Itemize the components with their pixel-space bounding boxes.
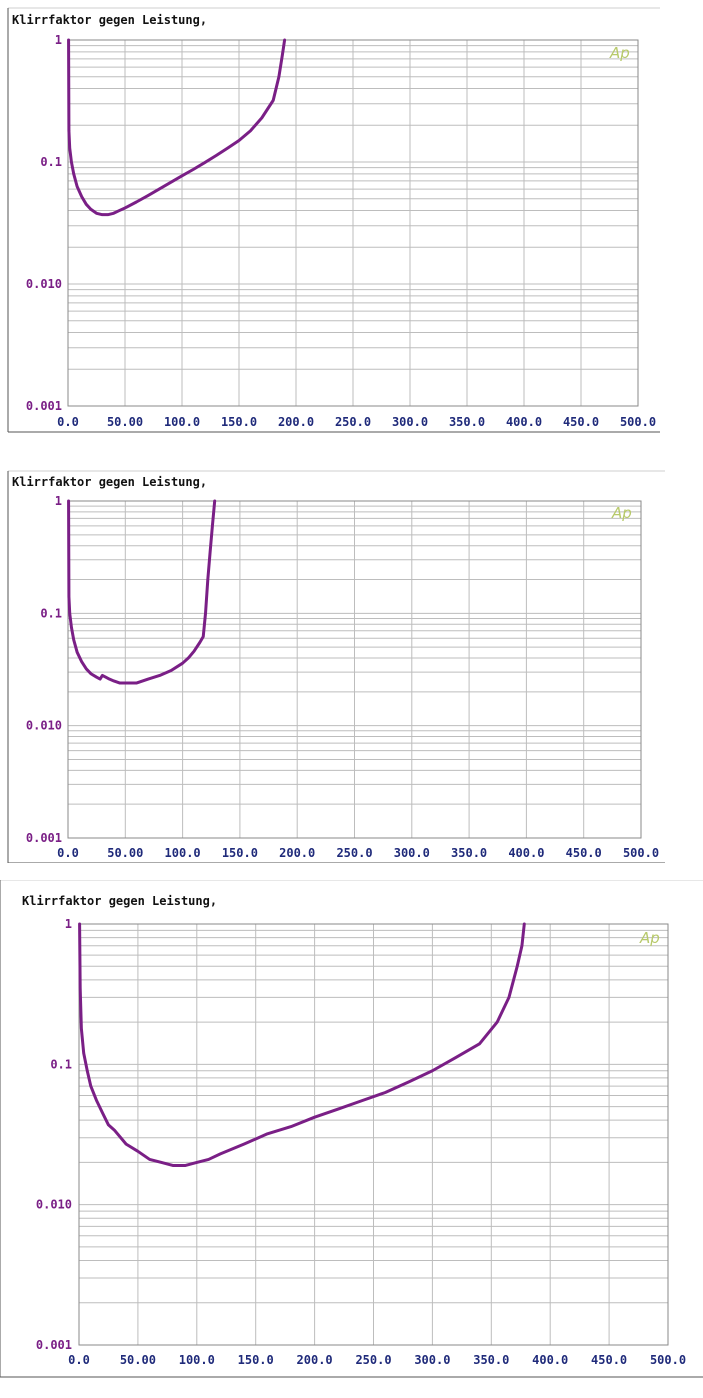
plot-border: [67, 39, 639, 407]
plot-border: [67, 500, 642, 839]
chart-1: Klirrfaktor gegen Leistung,10.10.0100.00…: [7, 7, 660, 433]
x-tick-label: 450.0: [591, 1353, 627, 1367]
x-tick-label: 300.0: [392, 415, 428, 429]
chart-2: Klirrfaktor gegen Leistung,10.10.0100.00…: [7, 470, 665, 863]
chart-title: Klirrfaktor gegen Leistung,: [12, 13, 207, 27]
ap-logo: Ap: [639, 929, 660, 947]
x-tick-label: 150.0: [222, 846, 258, 860]
y-tick-label: 0.001: [36, 1338, 72, 1352]
x-tick-label: 500.0: [620, 415, 656, 429]
y-tick-label: 0.1: [50, 1057, 72, 1071]
x-tick-label: 50.00: [107, 415, 143, 429]
ap-logo: Ap: [611, 504, 632, 522]
x-tick-label: 0.0: [57, 846, 79, 860]
x-tick-label: 100.0: [164, 415, 200, 429]
y-tick-label: 0.010: [36, 1198, 72, 1212]
y-tick-label: 0.001: [26, 399, 62, 413]
x-tick-label: 450.0: [566, 846, 602, 860]
x-tick-label: 50.00: [120, 1353, 156, 1367]
x-tick-label: 100.0: [179, 1353, 215, 1367]
ap-logo: Ap: [609, 44, 630, 62]
y-tick-label: 1: [55, 33, 62, 47]
x-tick-label: 150.0: [238, 1353, 274, 1367]
chart-3: Klirrfaktor gegen Leistung,10.10.0100.00…: [0, 880, 703, 1378]
x-tick-label: 0.0: [57, 415, 79, 429]
x-tick-label: 200.0: [278, 415, 314, 429]
x-tick-label: 200.0: [279, 846, 315, 860]
x-tick-label: 350.0: [451, 846, 487, 860]
thd-curve: [67, 38, 287, 217]
plot-border: [78, 923, 669, 1346]
y-tick-label: 0.010: [26, 277, 62, 291]
x-tick-label: 350.0: [449, 415, 485, 429]
x-tick-label: 0.0: [68, 1353, 90, 1367]
y-tick-label: 0.1: [40, 155, 62, 169]
x-tick-label: 400.0: [508, 846, 544, 860]
chart-title: Klirrfaktor gegen Leistung,: [22, 894, 217, 908]
x-tick-label: 100.0: [165, 846, 201, 860]
x-tick-label: 250.0: [355, 1353, 391, 1367]
thd-curve: [78, 922, 526, 1168]
y-tick-label: 0.010: [26, 719, 62, 733]
x-tick-label: 250.0: [336, 846, 372, 860]
x-tick-label: 300.0: [394, 846, 430, 860]
y-tick-label: 1: [55, 494, 62, 508]
x-tick-label: 400.0: [532, 1353, 568, 1367]
x-tick-label: 300.0: [414, 1353, 450, 1367]
x-tick-label: 250.0: [335, 415, 371, 429]
x-tick-label: 400.0: [506, 415, 542, 429]
x-tick-label: 150.0: [221, 415, 257, 429]
x-tick-label: 500.0: [623, 846, 659, 860]
x-tick-label: 450.0: [563, 415, 599, 429]
y-tick-label: 1: [65, 917, 72, 931]
x-tick-label: 500.0: [650, 1353, 686, 1367]
x-tick-label: 50.00: [107, 846, 143, 860]
x-tick-label: 200.0: [297, 1353, 333, 1367]
y-tick-label: 0.1: [40, 606, 62, 620]
x-tick-label: 350.0: [473, 1353, 509, 1367]
chart-title: Klirrfaktor gegen Leistung,: [12, 475, 207, 489]
thd-curve: [67, 499, 217, 685]
y-tick-label: 0.001: [26, 831, 62, 845]
